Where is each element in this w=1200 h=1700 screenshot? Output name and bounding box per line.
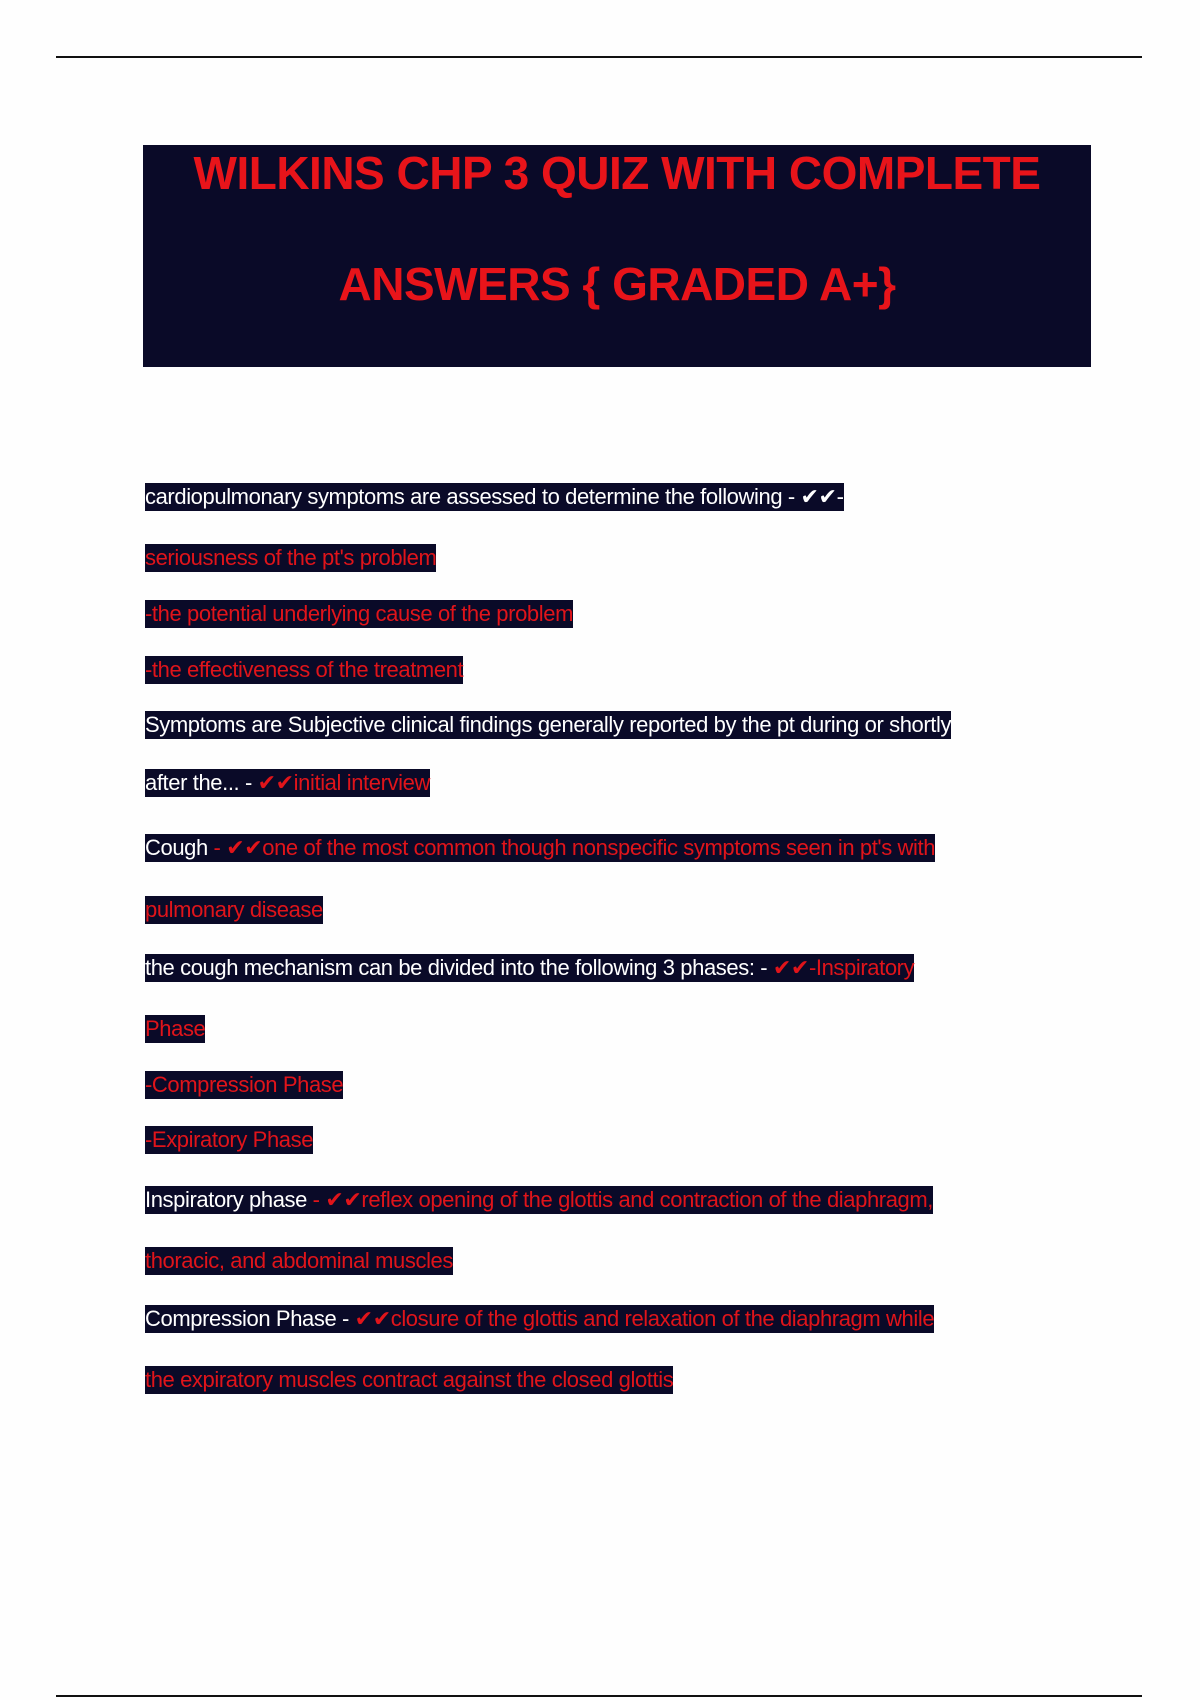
answer-text: ✔✔-Inspiratory [772, 954, 915, 982]
title-line-2: ANSWERS { GRADED A+} [338, 258, 896, 310]
text-line: cardiopulmonary symptoms are assessed to… [145, 482, 844, 512]
bottom-rule [56, 1695, 1142, 1697]
question-text: the cough mechanism can be divided into … [145, 954, 773, 982]
text-line: -Compression Phase [145, 1070, 344, 1100]
text-line: the expiratory muscles contract against … [145, 1365, 674, 1395]
answer-text: - ✔✔one of the most common though nonspe… [207, 834, 936, 862]
text-line: -the potential underlying cause of the p… [145, 599, 573, 629]
answer-text: Phase [145, 1015, 206, 1043]
question-text: Inspiratory phase [145, 1186, 307, 1214]
text-line: Phase [145, 1014, 206, 1044]
answer-text: -Expiratory Phase [145, 1126, 314, 1154]
answer-text: -the effectiveness of the treatment [145, 656, 464, 684]
text-line: the cough mechanism can be divided into … [145, 953, 915, 983]
text-line: Cough - ✔✔one of the most common though … [145, 833, 935, 863]
text-line: thoracic, and abdominal muscles [145, 1246, 453, 1276]
text-line: Inspiratory phase - ✔✔reflex opening of … [145, 1185, 933, 1215]
text-line: seriousness of the pt's problem [145, 543, 437, 573]
answer-text: -the potential underlying cause of the p… [145, 600, 573, 628]
question-text: Symptoms are Subjective clinical finding… [145, 711, 952, 739]
text-line: Symptoms are Subjective clinical finding… [145, 710, 952, 740]
answer-text: pulmonary disease [145, 896, 323, 924]
answer-text: - ✔✔reflex opening of the glottis and co… [306, 1186, 934, 1214]
answer-text: ✔✔initial interview [257, 769, 430, 797]
answer-text: ✔✔closure of the glottis and relaxation … [354, 1305, 935, 1333]
title-line-1: WILKINS CHP 3 QUIZ WITH COMPLETE [193, 147, 1041, 199]
text-line: -Expiratory Phase [145, 1125, 313, 1155]
question-text: cardiopulmonary symptoms are assessed to… [145, 483, 844, 511]
answer-text: seriousness of the pt's problem [145, 544, 437, 572]
question-text: after the... - [145, 769, 258, 797]
answer-text: thoracic, and abdominal muscles [145, 1247, 453, 1275]
top-rule [56, 56, 1142, 58]
text-line: pulmonary disease [145, 895, 323, 925]
question-text: Compression Phase - [145, 1305, 355, 1333]
answer-text: the expiratory muscles contract against … [145, 1366, 674, 1394]
text-line: Compression Phase - ✔✔closure of the glo… [145, 1304, 935, 1334]
answer-text: -Compression Phase [145, 1071, 344, 1099]
question-text: Cough [145, 834, 208, 862]
title-banner: WILKINS CHP 3 QUIZ WITH COMPLETE ANSWERS… [143, 145, 1091, 367]
text-line: after the... - ✔✔initial interview [145, 768, 430, 798]
text-line: -the effectiveness of the treatment [145, 655, 464, 685]
